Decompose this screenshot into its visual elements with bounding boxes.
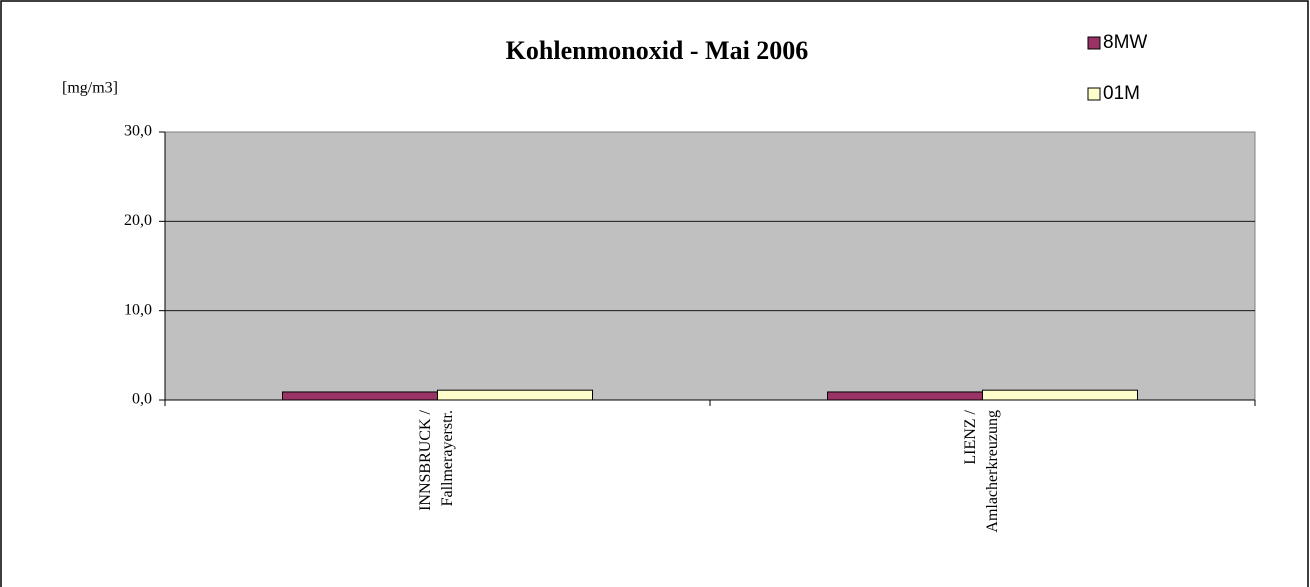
y-tick-label: 0,0 (132, 391, 152, 408)
legend-label: 01M (1103, 83, 1140, 104)
bar (827, 391, 983, 401)
bar (437, 389, 593, 401)
plot-area (164, 131, 1256, 401)
x-tick-label: Amlacherkreuzung (984, 410, 1001, 533)
y-tick-label: 30,0 (124, 123, 152, 140)
x-tick-label: LIENZ / (962, 409, 979, 464)
legend-swatch (1087, 87, 1101, 101)
x-tick-label: Fallmerayerstr. (439, 410, 456, 506)
y-tick-label: 10,0 (124, 301, 152, 318)
chart-title: Kohlenmonoxid - Mai 2006 (506, 36, 809, 65)
legend-label: 8MW (1103, 32, 1147, 53)
y-tick-label: 20,0 (124, 212, 152, 229)
x-tick-label: INNSBRUCK / (417, 409, 434, 510)
legend-swatch (1087, 36, 1101, 50)
bar (982, 389, 1138, 401)
y-axis-label: [mg/m3] (62, 80, 118, 97)
bar (282, 391, 438, 401)
